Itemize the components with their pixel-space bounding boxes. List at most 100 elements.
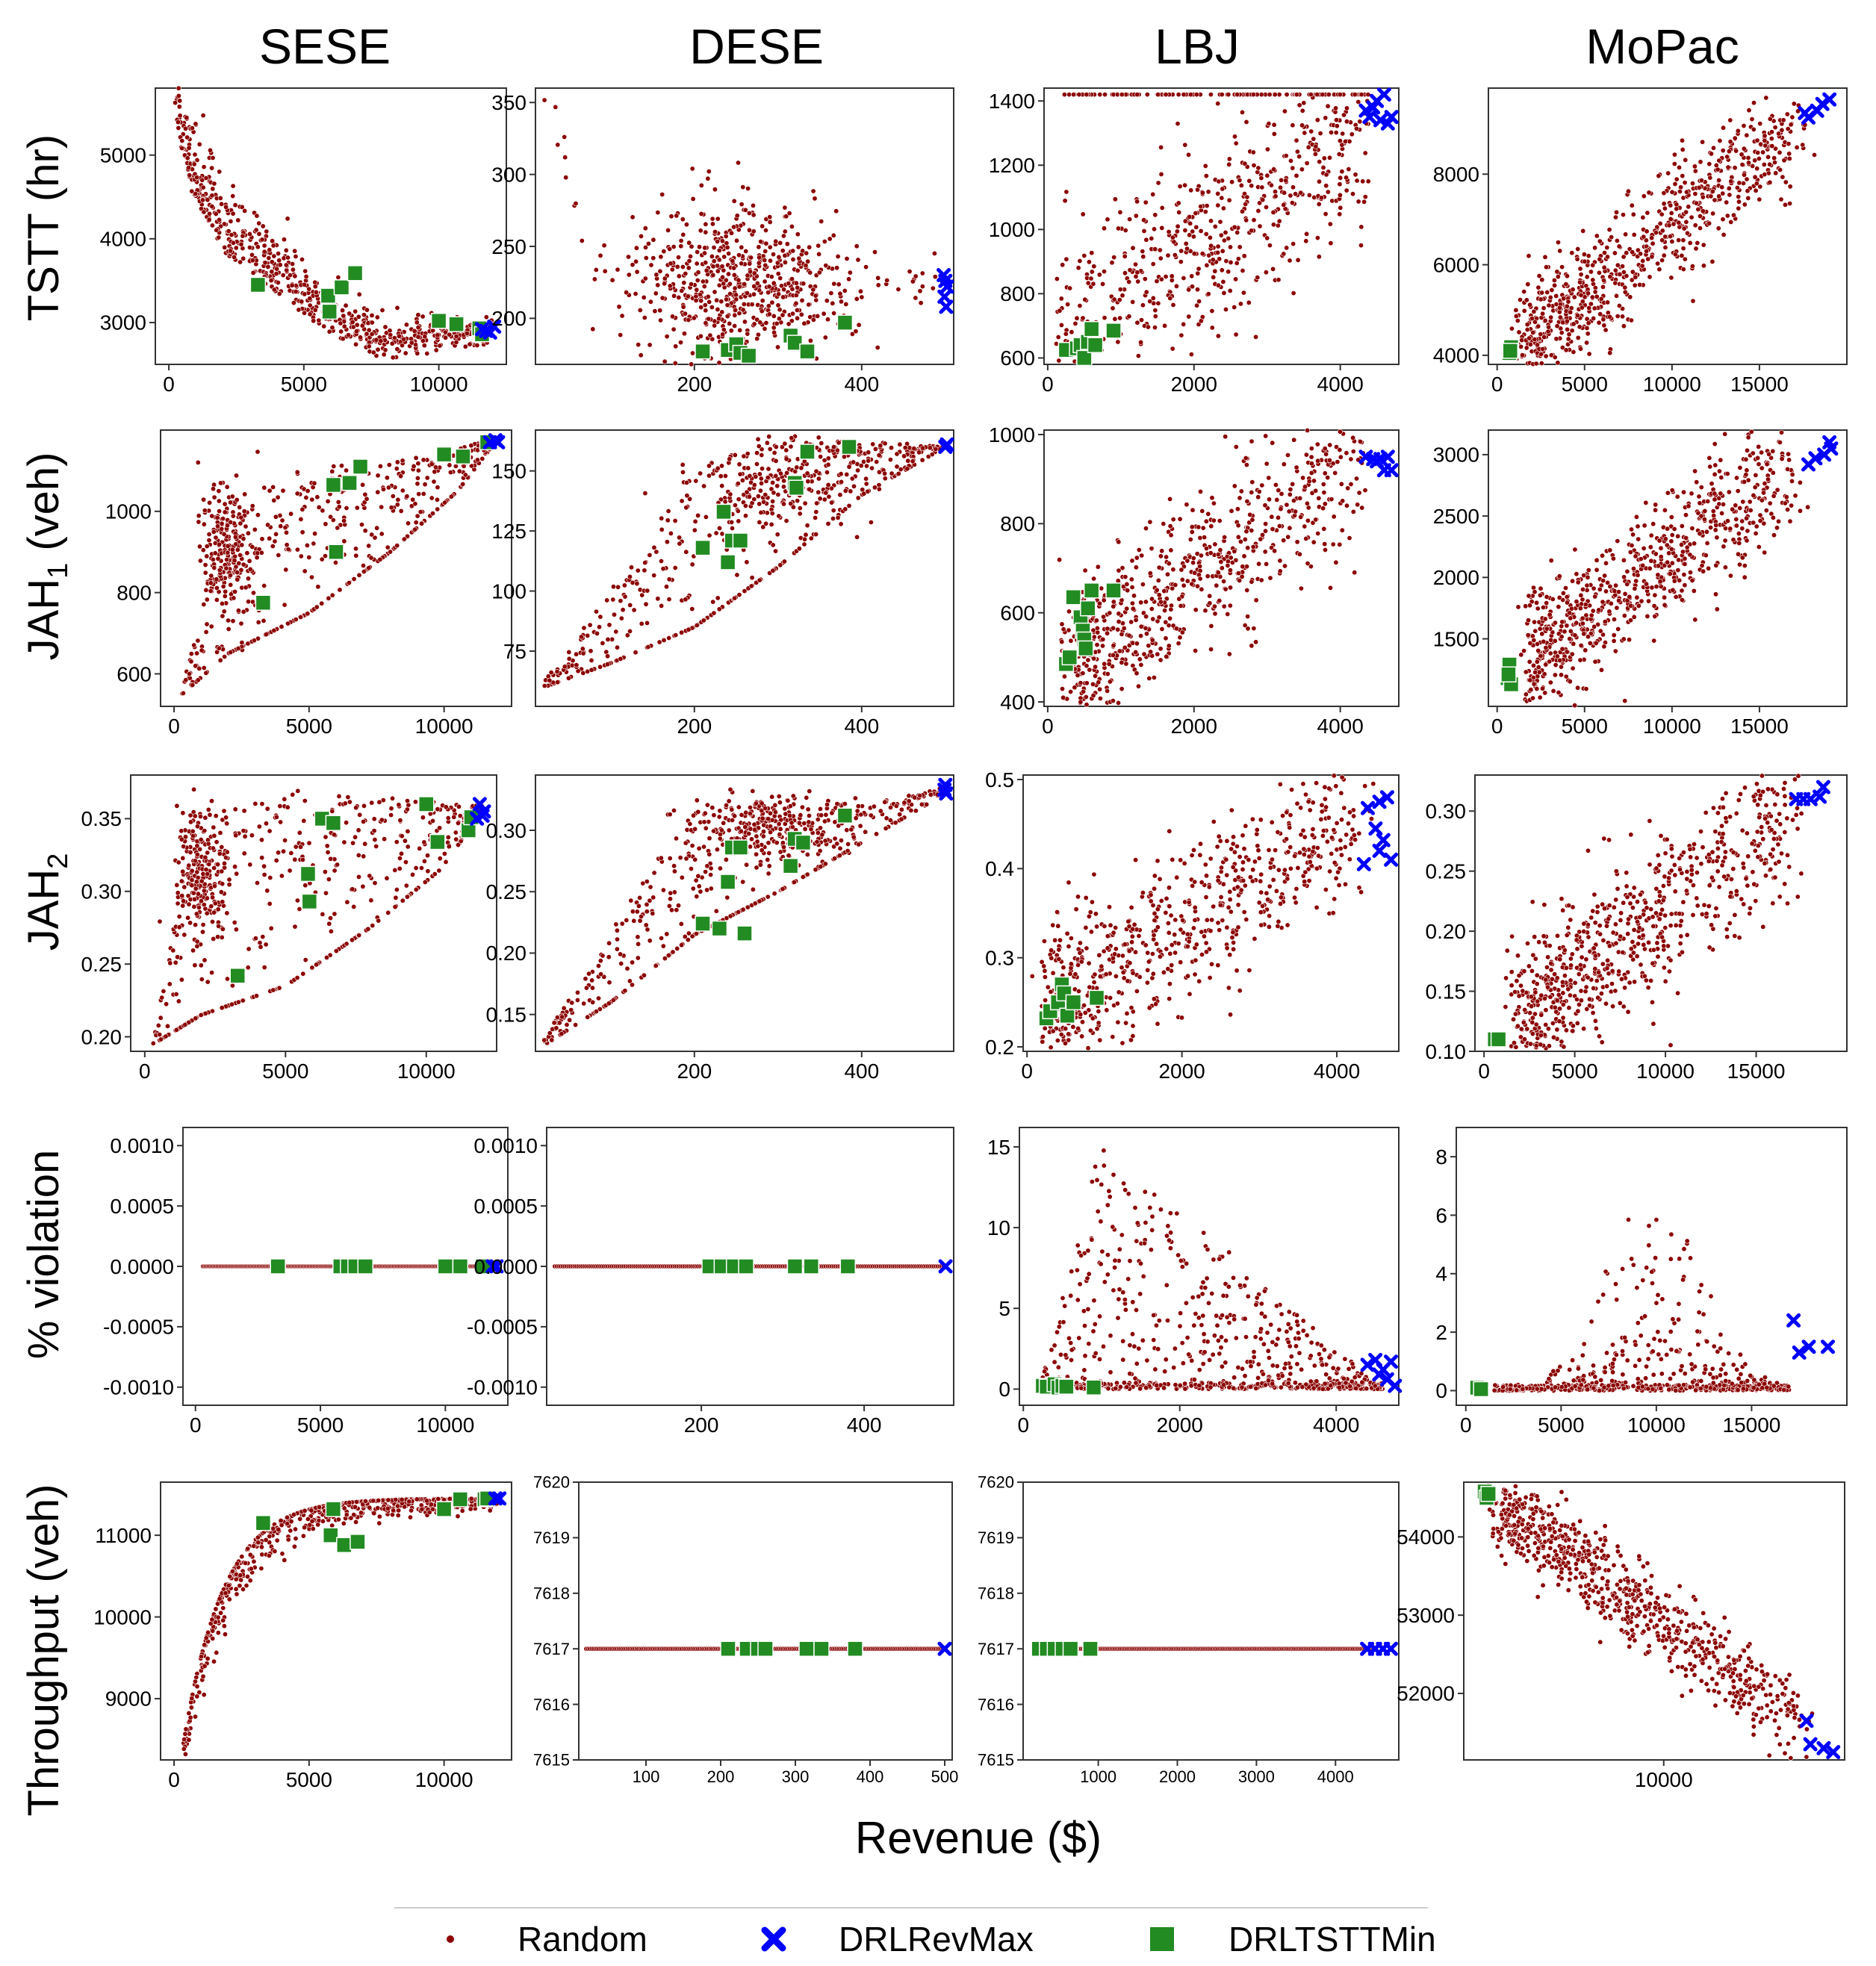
random-point <box>710 272 716 278</box>
random-point <box>1564 303 1570 309</box>
random-point <box>696 244 702 250</box>
random-point <box>1253 597 1259 603</box>
random-point <box>1627 294 1633 300</box>
random-point <box>748 255 754 261</box>
random-point <box>913 273 919 279</box>
random-point <box>214 523 220 529</box>
random-point <box>379 307 385 313</box>
random-point <box>1325 103 1331 109</box>
random-point <box>1526 253 1532 259</box>
random-point <box>1296 154 1302 160</box>
random-point <box>1133 564 1139 570</box>
random-point <box>1758 141 1764 147</box>
random-point <box>468 443 474 449</box>
random-point <box>1196 524 1202 530</box>
random-point <box>933 446 939 452</box>
random-point <box>261 582 267 588</box>
random-point <box>1111 625 1116 631</box>
random-point <box>742 207 748 213</box>
x-tick-label: 15000 <box>1730 715 1789 738</box>
random-point <box>767 446 773 452</box>
random-point <box>736 592 742 598</box>
random-point <box>1722 564 1728 570</box>
random-point <box>771 329 777 335</box>
random-point <box>780 248 786 254</box>
random-point <box>1333 105 1339 111</box>
drltsttmin-point <box>799 444 816 460</box>
random-point <box>1253 639 1259 645</box>
random-point <box>1181 582 1187 588</box>
random-point <box>1134 320 1140 326</box>
random-point <box>1609 234 1615 240</box>
drltsttmin-point <box>1065 589 1081 606</box>
random-point <box>1110 697 1116 703</box>
random-point <box>784 470 790 476</box>
random-point <box>1111 652 1116 658</box>
random-point <box>1612 267 1618 273</box>
random-point <box>1190 560 1196 566</box>
random-point <box>733 292 739 298</box>
drltsttmin-point <box>455 448 471 465</box>
random-point <box>1580 228 1586 234</box>
random-point <box>803 532 809 538</box>
random-point <box>1791 101 1797 107</box>
random-point <box>394 346 400 352</box>
random-point <box>1084 663 1090 669</box>
random-point <box>1285 534 1291 540</box>
random-point <box>692 518 698 524</box>
random-point <box>1210 257 1216 263</box>
random-point <box>1208 647 1214 653</box>
random-point <box>1158 553 1164 559</box>
random-point <box>1298 190 1304 196</box>
random-point <box>1724 213 1730 219</box>
random-point <box>630 214 636 220</box>
random-point <box>736 277 742 283</box>
random-point <box>1117 287 1123 293</box>
random-point <box>664 539 670 545</box>
random-point <box>192 152 198 158</box>
random-point <box>1754 166 1760 172</box>
random-point <box>1524 322 1530 328</box>
random-point <box>1658 545 1664 551</box>
random-point <box>1753 472 1759 478</box>
random-point <box>1601 277 1607 283</box>
random-point <box>1603 327 1609 333</box>
random-point <box>1546 302 1552 308</box>
random-point <box>625 254 631 260</box>
random-point <box>751 482 757 488</box>
random-point <box>1177 516 1183 522</box>
random-point <box>1668 275 1674 281</box>
random-point <box>1126 632 1132 638</box>
random-point <box>839 479 845 485</box>
random-point <box>1155 180 1161 186</box>
random-point <box>1147 570 1153 576</box>
random-point <box>1350 435 1356 441</box>
random-point <box>1616 243 1622 249</box>
random-point <box>1548 314 1554 320</box>
random-point <box>1612 648 1618 654</box>
random-point <box>801 281 807 287</box>
random-point <box>1772 125 1778 131</box>
random-point <box>1727 117 1733 123</box>
random-point <box>1140 582 1146 588</box>
random-point <box>1130 299 1136 305</box>
random-point <box>1082 567 1088 573</box>
random-point <box>235 645 241 651</box>
random-point <box>275 494 281 500</box>
random-point <box>844 471 850 477</box>
random-point <box>651 573 657 579</box>
random-point <box>889 445 895 451</box>
random-point <box>618 615 624 621</box>
random-point <box>633 650 639 656</box>
y-tick-label: 3000 <box>100 311 146 335</box>
random-point <box>616 304 622 310</box>
random-point <box>666 576 672 582</box>
random-point <box>232 202 238 208</box>
random-point <box>1630 211 1636 217</box>
random-point <box>1773 170 1779 176</box>
random-point <box>1354 476 1360 482</box>
random-point <box>770 498 776 504</box>
random-point <box>647 342 653 348</box>
